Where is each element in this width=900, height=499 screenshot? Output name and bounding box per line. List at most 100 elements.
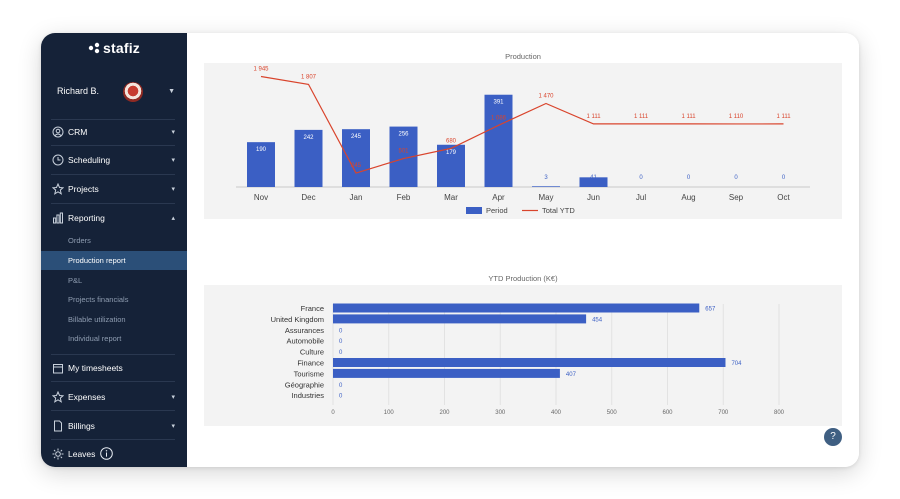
sub-label: P&L	[68, 276, 83, 285]
bar-period	[484, 94, 513, 187]
chevron-down-icon: ▾	[171, 157, 175, 164]
y-category-label: Tourisme	[294, 369, 324, 378]
x-tick-label: Jul	[636, 193, 646, 202]
bar-period	[247, 142, 275, 187]
divider	[51, 145, 175, 146]
main-content: Production 190 Nov 242 Dec 245 Jan 256 Feb 179 Ma…	[187, 33, 859, 467]
star-icon	[52, 391, 64, 403]
sub-orders[interactable]: Orders	[41, 231, 187, 250]
line-value-label: 1 807	[301, 74, 317, 80]
calendar-icon	[53, 364, 63, 374]
nav-scheduling[interactable]: Scheduling ▾	[41, 149, 187, 171]
sub-individual-report[interactable]: Individual report	[41, 329, 187, 348]
bar-value-label: 391	[493, 100, 504, 106]
bar-value-label: 0	[339, 350, 343, 356]
divider	[51, 354, 175, 355]
nav-label: Leaves	[68, 449, 96, 459]
sub-production-report[interactable]: Production report	[41, 251, 187, 270]
bar-value-label: 0	[339, 328, 343, 334]
chart-panel-ytd: 0 100 200 300 400 500 600 700 800 France 657 United…	[204, 285, 842, 426]
bar-ytd	[333, 368, 560, 378]
star-icon	[52, 183, 64, 195]
x-tick-label: Jun	[587, 193, 600, 202]
bar-period	[579, 177, 608, 187]
nav-crm[interactable]: CRM ▾	[41, 121, 187, 143]
x-tick-label: Feb	[397, 193, 411, 202]
bar-ytd	[333, 358, 726, 367]
sub-label: Projects financials	[68, 295, 129, 304]
user-menu[interactable]: Richard B. ▼	[41, 80, 187, 106]
x-tick-label: May	[538, 193, 553, 202]
line-value-label: 680	[446, 138, 457, 144]
document-icon	[54, 420, 62, 432]
nav-label: Reporting	[68, 213, 105, 223]
line-value-label: 1 111	[681, 114, 696, 120]
x-tick-label: Aug	[681, 193, 695, 202]
ytd-chart: 0 100 200 300 400 500 600 700 800 France 657 United…	[271, 303, 785, 416]
y-category-label: Automobile	[286, 337, 324, 346]
sub-projects-financials[interactable]: Projects financials	[41, 290, 187, 309]
nav-billings[interactable]: Billings ▾	[41, 415, 187, 437]
x-tick-label: 200	[439, 410, 450, 416]
bar-value-label: 245	[351, 134, 362, 140]
line-value-label: 1 111	[776, 114, 791, 120]
y-category-label: Industries	[291, 391, 324, 400]
bar-value-label: 256	[398, 132, 409, 138]
x-tick-label: Jan	[350, 193, 363, 202]
x-tick-label: 0	[331, 410, 335, 416]
nav-leaves[interactable]: Leaves	[41, 443, 187, 465]
sidebar: stafiz Richard B. ▼ CRM ▾ Scheduling ▾ P…	[41, 33, 187, 467]
bar-value-label: 0	[339, 394, 343, 400]
bar-value-label: 454	[592, 317, 603, 323]
logo-text: stafiz	[103, 40, 140, 56]
line-value-label: 1 111	[586, 114, 601, 120]
logo-icon	[88, 42, 100, 54]
logo[interactable]: stafiz	[41, 40, 187, 56]
nav-label: Projects	[68, 184, 99, 194]
info-icon[interactable]	[100, 447, 113, 460]
x-tick-label: Oct	[777, 193, 790, 202]
chevron-down-icon: ▾	[171, 423, 175, 430]
nav-expenses[interactable]: Expenses ▾	[41, 386, 187, 408]
sub-pl[interactable]: P&L	[41, 271, 187, 290]
bar-value-label: 0	[782, 175, 786, 181]
y-category-label: Culture	[300, 348, 324, 357]
help-button[interactable]: ?	[824, 428, 842, 446]
bar-value-label: 0	[639, 175, 643, 181]
nav-reporting[interactable]: Reporting ▴	[41, 207, 187, 229]
y-category-label: United Kingdom	[271, 315, 324, 324]
line-value-label: 501	[398, 149, 409, 155]
x-tick-label: Dec	[301, 193, 315, 202]
x-tick-label: 300	[495, 410, 506, 416]
line-value-label: 245	[351, 163, 362, 169]
sub-billable-utilization[interactable]: Billable utilization	[41, 310, 187, 329]
y-category-label: France	[301, 304, 324, 313]
sub-label: Billable utilization	[68, 315, 126, 324]
nav-projects[interactable]: Projects ▾	[41, 178, 187, 200]
production-chart: 190 Nov 242 Dec 245 Jan 256 Feb 179 Mar 391 Apr 3 May…	[236, 67, 810, 215]
bar-period	[294, 129, 323, 187]
bar-ytd	[333, 314, 587, 324]
nav-label: Billings	[68, 421, 95, 431]
x-tick-label: 500	[607, 410, 618, 416]
y-category-label: Finance	[297, 359, 324, 368]
x-tick-label: Mar	[444, 193, 458, 202]
chevron-up-icon: ▴	[171, 215, 175, 222]
chart-title-production: Production	[505, 52, 541, 61]
bar-period	[437, 144, 465, 187]
divider	[51, 174, 175, 175]
x-tick-label: Nov	[254, 193, 268, 202]
bar-period	[532, 186, 560, 187]
nav-my-timesheets[interactable]: My timesheets	[41, 357, 187, 379]
nav-label: Scheduling	[68, 155, 111, 165]
sub-label: Orders	[68, 236, 91, 245]
x-tick-label: 800	[774, 410, 785, 416]
bar-value-label: 41	[590, 175, 597, 181]
app-window: stafiz Richard B. ▼ CRM ▾ Scheduling ▾ P…	[41, 33, 859, 467]
bar-value-label: 0	[734, 175, 738, 181]
bar-value-label: 179	[446, 150, 457, 156]
line-value-label: 1 945	[253, 67, 269, 73]
chart-title-ytd: YTD Production (K€)	[488, 274, 558, 283]
line-total-ytd	[260, 75, 784, 174]
nav-label: My timesheets	[68, 363, 123, 373]
